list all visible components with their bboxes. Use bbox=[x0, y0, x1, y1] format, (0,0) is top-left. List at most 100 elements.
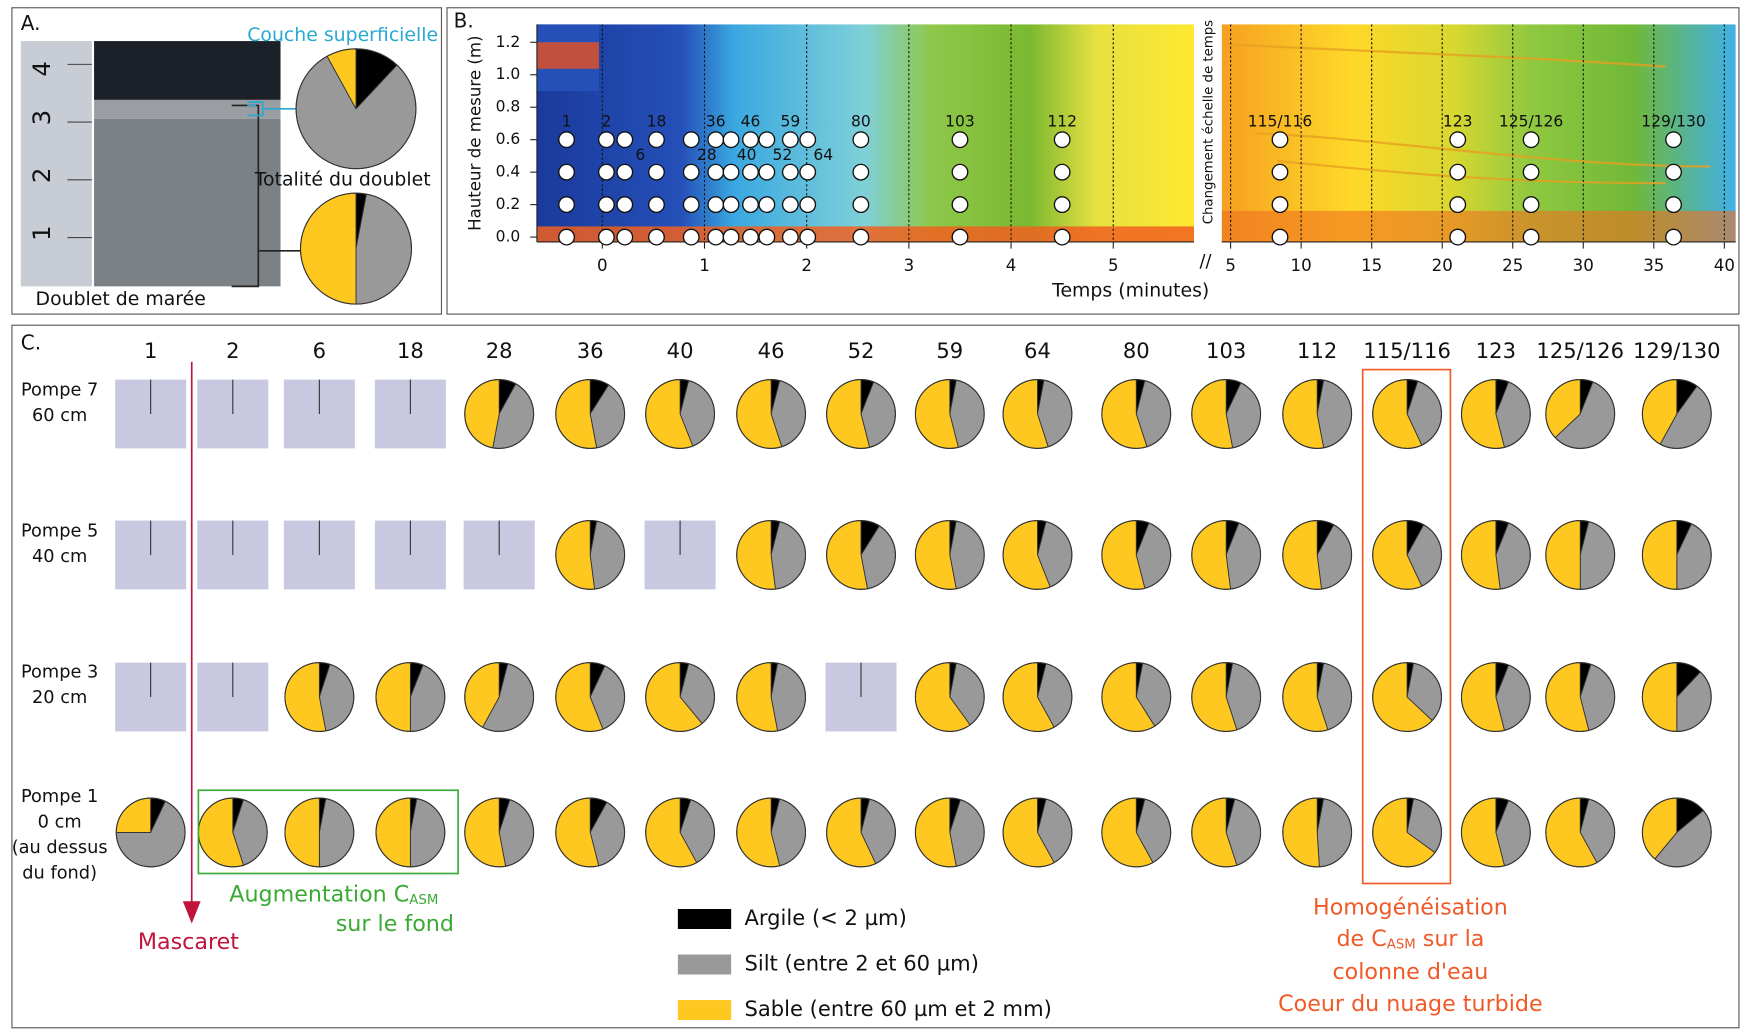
sample-point bbox=[1449, 131, 1467, 149]
pie-outline bbox=[736, 379, 807, 449]
pie-slice bbox=[1316, 379, 1353, 449]
pie-slice bbox=[589, 520, 626, 590]
annotation: Coeur du nuage turbide bbox=[1278, 991, 1543, 1017]
row-label: 0 cm bbox=[38, 812, 82, 832]
pie-outline bbox=[1282, 379, 1353, 449]
sample-point bbox=[1522, 131, 1540, 149]
sample-point bbox=[799, 228, 817, 246]
pie-outline bbox=[1545, 797, 1616, 868]
legend-swatch bbox=[677, 909, 732, 929]
x-tick-label: 35 bbox=[1643, 256, 1664, 275]
annotation: colonne d'eau bbox=[1332, 959, 1488, 985]
pie-outline bbox=[1002, 797, 1073, 868]
pie-outline bbox=[375, 797, 446, 868]
photo-sediment bbox=[94, 118, 281, 287]
annotation: de CASM sur la bbox=[1336, 925, 1484, 952]
pie-outline bbox=[1372, 797, 1443, 868]
pie-title: Totalité du doublet bbox=[254, 168, 431, 190]
bracket bbox=[231, 104, 301, 288]
pie-outline bbox=[1460, 662, 1531, 732]
sample-point bbox=[742, 196, 759, 214]
sample-point bbox=[799, 163, 817, 181]
sample-point bbox=[799, 131, 817, 149]
sample-point bbox=[707, 196, 725, 214]
pie-slice bbox=[770, 662, 806, 732]
pie-outline bbox=[736, 797, 807, 868]
panel-frame bbox=[11, 7, 443, 315]
sample-point bbox=[616, 228, 634, 246]
pie-outline bbox=[115, 797, 186, 868]
column-label: 103 bbox=[1206, 338, 1246, 363]
column-label: 115/116 bbox=[1363, 338, 1451, 363]
sample-point bbox=[597, 196, 615, 214]
x-tick-label: 15 bbox=[1361, 256, 1382, 275]
ruler-ticks bbox=[67, 63, 92, 239]
pie-outline bbox=[645, 379, 716, 449]
pie-outline bbox=[284, 797, 355, 868]
pie-slice bbox=[284, 662, 327, 732]
sample-point bbox=[852, 163, 870, 181]
pie-outline bbox=[464, 662, 535, 732]
x-tick-label: 30 bbox=[1573, 256, 1594, 275]
pie-outline bbox=[1101, 797, 1172, 868]
sample-point bbox=[758, 131, 776, 149]
annotation-subscript: ASM bbox=[1387, 938, 1416, 953]
sample-label: 59 bbox=[780, 113, 800, 131]
column-label: 125/126 bbox=[1536, 338, 1624, 363]
break-mark: // bbox=[1200, 252, 1212, 272]
y-axis-label: Hauteur de mesure (m) bbox=[465, 35, 484, 230]
sample-point bbox=[781, 163, 799, 181]
x-tick-label: 25 bbox=[1502, 256, 1523, 275]
panel-frame bbox=[446, 7, 1740, 315]
sample-label: 6 bbox=[635, 146, 645, 164]
row-label: Pompe 7 bbox=[21, 381, 98, 401]
row-label: (au dessus bbox=[12, 838, 108, 858]
pie-outline bbox=[299, 192, 413, 305]
heatmap bbox=[1221, 24, 1736, 242]
sample-label: 64 bbox=[813, 146, 833, 164]
x-tick-label: 5 bbox=[1225, 256, 1236, 275]
sample-point bbox=[682, 228, 700, 246]
sample-point bbox=[682, 196, 700, 214]
pie-outline bbox=[1101, 379, 1172, 449]
column-label: 46 bbox=[758, 338, 785, 363]
panel-label: A. bbox=[21, 11, 41, 35]
annotation-text: sur la bbox=[1416, 925, 1485, 951]
pie-slice bbox=[375, 797, 411, 868]
sample-point bbox=[852, 196, 870, 214]
pie-outline bbox=[1641, 379, 1712, 449]
sample-point bbox=[722, 196, 740, 214]
break-label: Changement échelle de temps bbox=[1200, 20, 1216, 224]
sample-point bbox=[1665, 131, 1682, 149]
sample-label: 80 bbox=[851, 113, 871, 131]
y-tick-label: 0.8 bbox=[496, 98, 521, 116]
sample-point bbox=[1665, 163, 1682, 181]
sample-point bbox=[616, 163, 634, 181]
pie-outline bbox=[914, 797, 985, 868]
sample-label: 46 bbox=[741, 113, 761, 131]
heatmap bbox=[1221, 210, 1736, 242]
sample-point bbox=[616, 196, 634, 214]
pie-slice bbox=[1282, 797, 1320, 868]
sample-point bbox=[682, 163, 700, 181]
pie-outline bbox=[555, 797, 626, 868]
pie-outline bbox=[1191, 519, 1262, 590]
pie-slice bbox=[555, 520, 596, 590]
row-label: 60 cm bbox=[32, 406, 87, 426]
legend-label: Argile (< 2 µm) bbox=[744, 905, 906, 930]
x-tick-label: 20 bbox=[1432, 256, 1453, 275]
pie-slice bbox=[1642, 662, 1678, 732]
pie-slice bbox=[464, 379, 500, 449]
legend-swatch bbox=[677, 954, 732, 975]
sample-point bbox=[707, 131, 725, 149]
sample-point bbox=[616, 131, 634, 149]
row-label: du fond) bbox=[22, 864, 97, 884]
pie-outline bbox=[1372, 379, 1443, 449]
column-label: 6 bbox=[313, 338, 326, 363]
annotation-text: Augmentation C bbox=[229, 881, 409, 907]
y-tick-label: 1.2 bbox=[496, 33, 521, 51]
sample-label: 2 bbox=[601, 113, 611, 131]
pie-outline bbox=[736, 519, 807, 590]
sample-point bbox=[799, 196, 817, 214]
pie-outline bbox=[645, 662, 716, 732]
